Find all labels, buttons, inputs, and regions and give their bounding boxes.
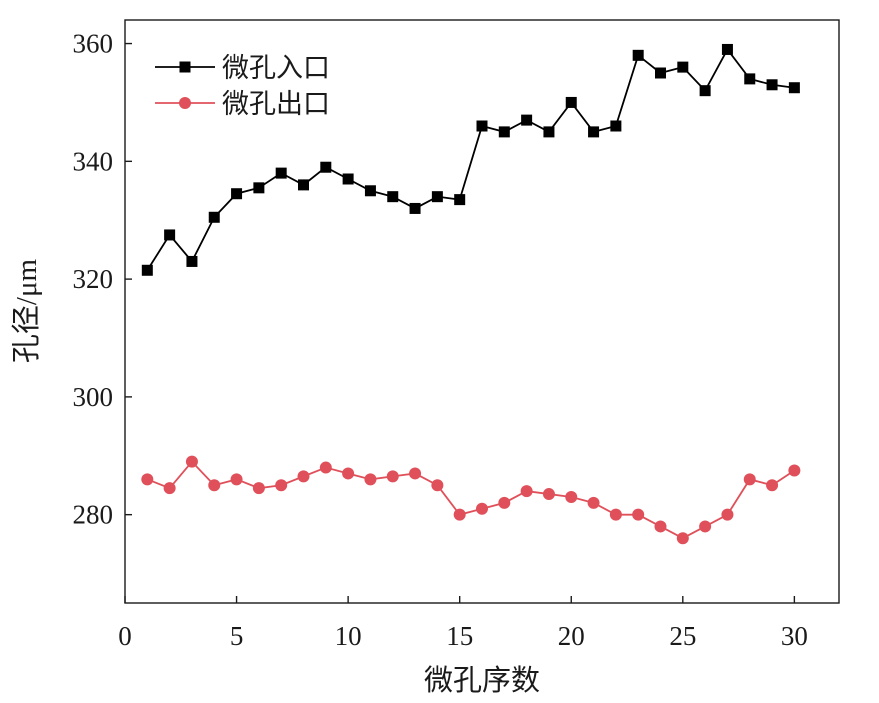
x-axis: 0 5 10 15 20 25 30	[118, 596, 808, 651]
legend-label: 微孔出口	[222, 89, 330, 119]
data-point	[587, 496, 600, 509]
data-point	[141, 473, 154, 486]
data-point	[387, 191, 399, 203]
data-point	[788, 82, 800, 94]
data-point	[632, 508, 645, 521]
data-point	[163, 482, 176, 495]
data-point	[676, 532, 689, 545]
x-tick-label: 20	[558, 621, 585, 651]
y-tick-label: 340	[73, 146, 114, 176]
data-point	[297, 470, 310, 483]
data-point	[230, 473, 243, 486]
legend-marker	[179, 97, 191, 109]
data-point	[453, 508, 466, 521]
data-point	[364, 185, 376, 197]
data-point	[252, 482, 265, 495]
series-layer	[141, 43, 801, 545]
data-point	[744, 73, 756, 85]
data-point	[632, 49, 644, 61]
data-point	[298, 179, 309, 191]
x-tick-label: 0	[118, 621, 132, 651]
data-point	[588, 126, 600, 138]
data-point	[409, 467, 422, 480]
data-point	[654, 520, 667, 533]
data-point	[342, 467, 355, 480]
legend-marker	[179, 61, 191, 73]
data-point	[699, 85, 711, 97]
data-point	[721, 508, 734, 521]
data-point	[275, 167, 287, 179]
y-tick-label: 360	[73, 29, 114, 59]
data-point	[386, 470, 399, 483]
data-point	[231, 188, 243, 200]
x-tick-label: 5	[230, 621, 244, 651]
data-point	[788, 464, 801, 477]
data-point	[476, 120, 488, 132]
data-point	[766, 79, 778, 91]
y-tick-label: 300	[73, 382, 114, 412]
data-point	[186, 255, 198, 267]
legend-label: 微孔入口	[222, 53, 330, 83]
y-axis: 280 300 320 340 360	[73, 29, 132, 530]
data-point	[364, 473, 377, 486]
data-point	[476, 502, 488, 515]
y-tick-label: 320	[73, 264, 114, 294]
data-point	[319, 461, 332, 474]
series-2	[141, 455, 801, 545]
series-1	[141, 43, 800, 276]
data-point	[208, 479, 221, 492]
data-point	[699, 520, 712, 533]
data-point	[498, 126, 510, 138]
data-point	[431, 479, 444, 492]
data-point	[677, 61, 689, 73]
data-point	[275, 479, 288, 492]
y-axis-title: 孔径/μm	[10, 258, 43, 363]
data-point	[342, 173, 354, 185]
data-point	[208, 211, 220, 223]
data-point	[542, 488, 555, 501]
data-point	[498, 496, 511, 509]
data-point	[610, 120, 622, 132]
data-point	[609, 508, 622, 521]
data-point	[766, 479, 779, 492]
data-point	[655, 67, 666, 79]
plot-frame	[124, 19, 840, 604]
x-tick-label: 10	[335, 621, 362, 651]
data-point	[521, 114, 533, 126]
data-point	[253, 182, 265, 194]
data-point	[565, 491, 578, 503]
series-2-line	[146, 460, 795, 540]
data-point	[721, 43, 733, 55]
x-axis-title: 微孔序数	[424, 664, 540, 697]
data-point	[431, 191, 443, 203]
y-tick-label: 280	[73, 500, 114, 530]
data-point	[520, 485, 533, 498]
data-point	[543, 126, 555, 138]
data-point	[164, 229, 176, 241]
data-point	[743, 473, 756, 486]
x-tick-label: 25	[669, 621, 696, 651]
x-tick-label: 15	[446, 621, 473, 651]
data-point	[185, 455, 198, 468]
data-point	[565, 96, 577, 108]
data-point	[454, 194, 466, 206]
data-point	[409, 202, 421, 214]
data-point	[141, 264, 153, 276]
data-point	[320, 161, 332, 173]
x-tick-label: 30	[781, 621, 808, 651]
